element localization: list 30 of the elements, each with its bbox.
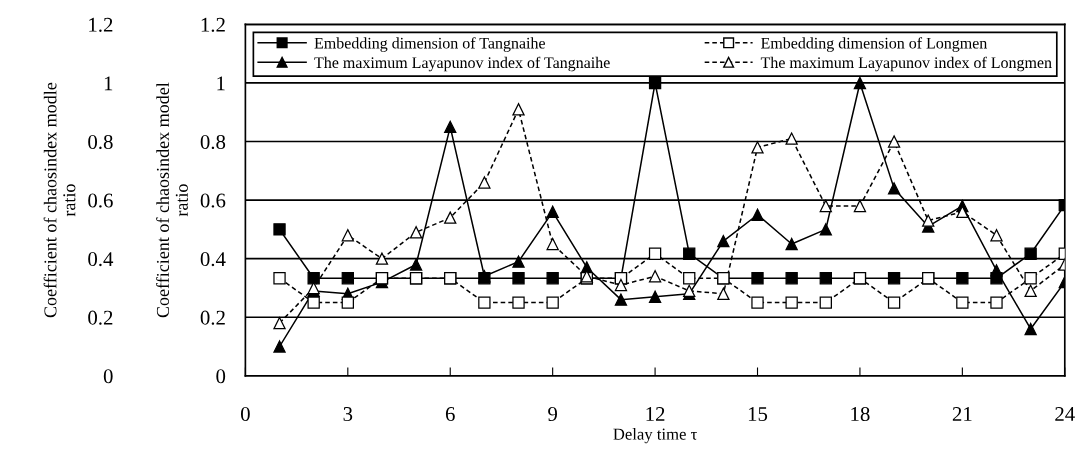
legend-label: The maximum Layapunov index of Longmen [760,56,1052,72]
y-tick-label: 1.2 [201,17,225,32]
y2-tick-label: 0.6 [88,193,113,208]
y2-tick-label: 1 [104,76,113,91]
x-tick-label: 15 [748,407,768,422]
legend-label: Embedding dimension of Longmen [761,37,988,52]
x-tick-label: 21 [952,407,972,421]
y-tick-label: 0.6 [200,193,226,208]
y2-tick-label: 0.8 [88,134,113,150]
y2-tick-label: 0.4 [88,252,114,267]
x-tick-label: 0 [240,406,250,422]
y2-axis-title: Coefficient of chaosindex modle ratio [43,82,76,318]
legend-label: The maximum Layapunov index of Tangnaihe [314,56,610,72]
x-tick-label: 24 [1055,407,1075,421]
y-tick-label: 0 [216,369,226,384]
x-tick-label: 3 [343,407,353,422]
y2-tick-label: 0 [103,369,113,384]
y-tick-label: 0.4 [200,252,226,267]
y2-tick-label: 1.2 [89,17,113,32]
y-tick-label: 1 [217,76,225,91]
y-tick-label: 0.2 [200,310,225,325]
y-tick-label: 0.8 [200,134,226,150]
y-axis-title: Coefficient of chaosindex model ratio [156,82,188,318]
x-tick-label: 12 [646,407,665,421]
x-tick-label: 6 [445,407,455,422]
x-tick-label: 18 [851,406,870,422]
legend-label: Embedding dimension of Tangnaihe [314,37,545,52]
y2-tick-label: 0.2 [88,310,113,325]
x-axis-title: Delay time τ [613,428,697,444]
x-tick-label: 9 [548,407,558,422]
